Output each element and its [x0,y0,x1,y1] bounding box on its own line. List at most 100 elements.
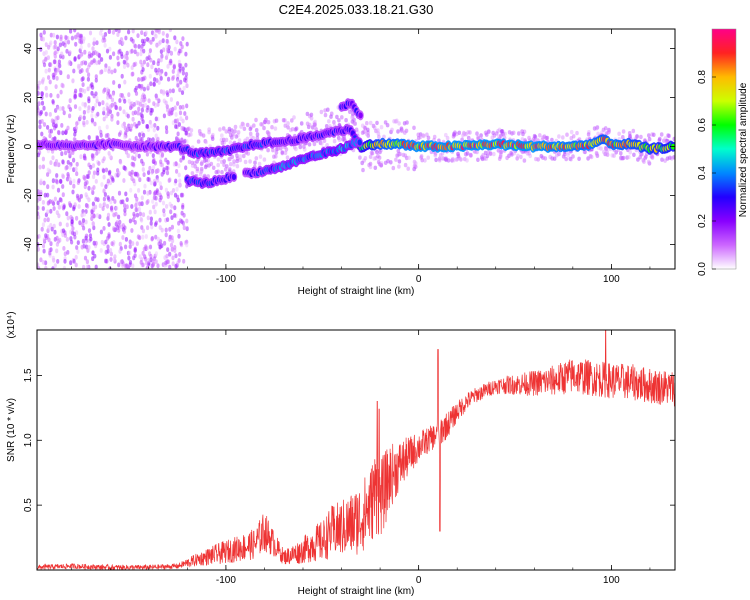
heatmap-cell [354,127,359,132]
heatmap-cell [181,204,185,210]
heatmap-cell [176,118,180,123]
heatmap-cell [588,154,593,159]
heatmap-cell [272,154,276,159]
heatmap-cell [83,255,88,261]
heatmap-cell [44,111,48,117]
heatmap-cell [52,206,56,211]
heatmap-cell [614,150,618,155]
heatmap-cell [172,213,177,218]
heatmap-cell [166,159,170,165]
heatmap-cell [90,187,95,192]
heatmap-cell [445,135,450,141]
heatmap-cell [156,102,160,107]
heatmap-cell [37,84,40,89]
heatmap-cell [98,125,102,131]
heatmap-cell [66,215,70,221]
heatmap-cell [169,190,174,196]
heatmap-cell [337,118,341,123]
heatmap-cell [175,194,180,200]
heatmap-cell [180,219,184,225]
heatmap-cell [160,53,164,59]
heatmap-cell [123,79,127,85]
heatmap-cell [155,169,159,174]
heatmap-cell [144,234,148,239]
figure-title: C2E4.2025.033.18.21.G30 [279,2,434,17]
heatmap-cell [78,92,82,98]
heatmap-cell [157,67,161,73]
heatmap-cell [58,63,62,69]
heatmap-cell [376,153,380,159]
heatmap-cell [329,114,333,119]
heatmap-cell [248,126,253,132]
heatmap-cell [166,92,170,97]
heatmap-cell [599,146,603,151]
heatmap-cell [270,125,274,130]
heatmap-cell [187,159,192,165]
y-tick-label: -20 [23,188,34,203]
heatmap-cell [151,137,155,143]
heatmap-cell [86,108,90,114]
heatmap-cell [185,103,189,109]
heatmap-cell [319,109,324,115]
heatmap-cell [179,41,183,46]
heatmap-cell [465,158,469,163]
heatmap-cell [111,30,116,35]
heatmap-cell [165,129,169,135]
heatmap-cell [390,127,394,132]
heatmap-cell [172,63,176,69]
heatmap-cell [133,246,137,252]
heatmap-cell [51,184,55,190]
heatmap-cell [56,130,61,135]
heatmap-cell [49,208,53,214]
heatmap-cell [274,118,279,123]
heatmap-cell [173,105,177,111]
heatmap-cell [39,178,43,184]
heatmap-cell [166,247,170,253]
heatmap-cell [176,101,180,106]
heatmap-cell [116,111,120,117]
heatmap-cell [130,65,134,70]
heatmap-cell [185,242,189,248]
heatmap-cell [108,94,112,100]
heatmap-cell [171,76,175,81]
heatmap-cell [92,37,96,42]
heatmap-cell [73,94,77,100]
heatmap-cell [647,133,651,138]
heatmap-cell [340,115,344,120]
heatmap-cell [61,41,65,46]
heatmap-cell [141,67,145,72]
heatmap-cell [152,165,156,170]
heatmap-cell [383,160,388,165]
heatmap-cell [87,72,91,78]
heatmap-cell [324,124,329,129]
heatmap-cell [95,95,99,101]
heatmap-cell [83,88,87,94]
heatmap-cell [44,235,49,241]
heatmap-cell [190,160,194,165]
heatmap-cell [350,115,355,120]
heatmap-cell [74,262,78,268]
heatmap-cell [403,162,408,168]
heatmap-cell [224,137,229,143]
heatmap-cell [140,136,144,142]
heatmap-cell [42,62,47,68]
heatmap-cell [84,60,88,66]
heatmap-cell [68,98,72,104]
heatmap-cell [165,170,170,176]
heatmap-cell [73,57,77,62]
heatmap-cell [148,119,152,125]
heatmap-cell [137,188,141,193]
heatmap-cell [76,180,80,186]
heatmap-cell [299,121,304,126]
heatmap-cell [154,259,158,264]
heatmap-cell [88,62,92,68]
heatmap-cell [178,178,182,184]
heatmap-cell [82,225,86,231]
spectrogram-ylabel: Frequency (Hz) [6,115,17,184]
heatmap-cell [153,123,157,128]
heatmap-cell [46,184,50,190]
x-tick-label: 100 [603,274,620,285]
heatmap-cell [110,69,114,75]
heatmap-cell [178,110,183,116]
